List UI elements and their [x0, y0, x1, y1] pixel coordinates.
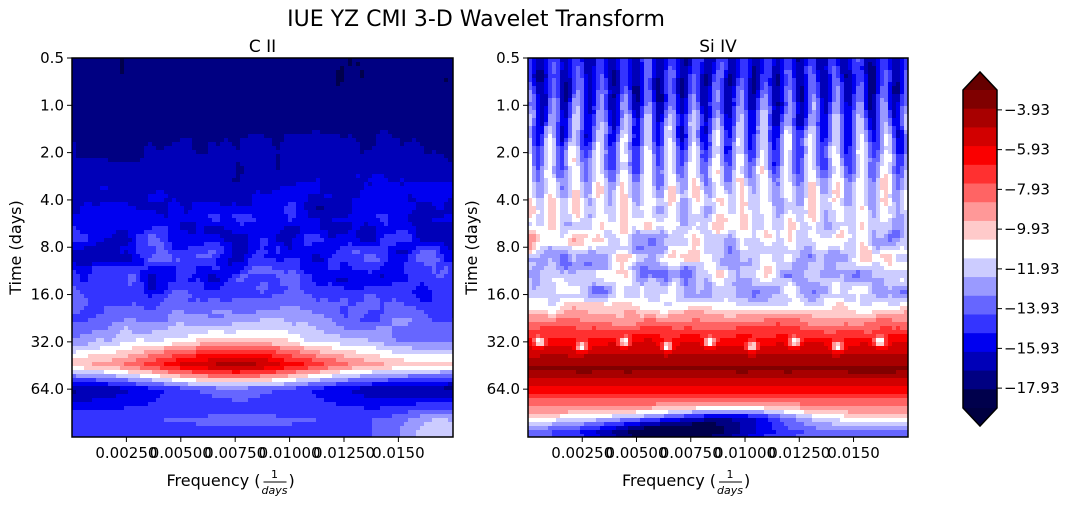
x-axis-label-denominator: days — [262, 484, 288, 497]
colorbar-segment — [963, 389, 997, 408]
colorbar-segment — [963, 109, 997, 128]
y-tick-label: 64.0 — [31, 380, 64, 398]
x-tick-label: 0.01000 — [259, 444, 321, 462]
y-tick-label: 4.0 — [496, 191, 520, 209]
y-tick-label: 16.0 — [487, 286, 520, 304]
x-tick-label: 0.00750 — [660, 444, 722, 462]
y-tick-label: 8.0 — [40, 238, 64, 256]
x-axis-label-numerator: 1 — [271, 468, 278, 481]
x-tick-label: 0.0150 — [827, 444, 880, 462]
y-tick-label: 0.5 — [496, 49, 520, 67]
x-tick-label: 0.00500 — [605, 444, 667, 462]
x-axis-label-close: ) — [744, 471, 750, 490]
y-tick-label: 1.0 — [40, 96, 64, 114]
heatmap-cells — [528, 58, 908, 437]
colorbar-tick-label: −11.93 — [1004, 260, 1060, 278]
y-axis-label: Time (days) — [6, 200, 25, 296]
colorbar-tick-label: −7.93 — [1004, 180, 1050, 198]
colorbar-segment — [963, 184, 997, 203]
y-tick-label: 64.0 — [487, 380, 520, 398]
x-tick-label: 0.01250 — [313, 444, 375, 462]
figure-title: IUE YZ CMI 3-D Wavelet Transform — [287, 7, 665, 32]
panel-si-iv: Si IV0.51.02.04.08.016.032.064.00.002500… — [462, 37, 908, 497]
x-tick-label: 0.00250 — [551, 444, 613, 462]
colorbar-segment — [963, 277, 997, 296]
x-tick-label: 0.0150 — [372, 444, 425, 462]
colorbar-segment — [963, 352, 997, 371]
colorbar-tick-label: −13.93 — [1004, 300, 1060, 318]
colorbar-segment — [963, 165, 997, 184]
colorbar-tick-label: −9.93 — [1004, 220, 1050, 238]
colorbar-extend-min — [963, 408, 997, 426]
colorbar-segment — [963, 146, 997, 165]
colorbar-segment — [963, 240, 997, 259]
x-tick-label: 0.00750 — [204, 444, 266, 462]
colorbar-tick-label: −5.93 — [1004, 141, 1050, 159]
y-tick-label: 0.5 — [40, 49, 64, 67]
x-tick-label: 0.01000 — [714, 444, 776, 462]
y-tick-label: 32.0 — [487, 333, 520, 351]
y-tick-label: 8.0 — [496, 238, 520, 256]
colorbar-segment — [963, 333, 997, 352]
heatmap-cells — [72, 58, 453, 437]
x-tick-label: 0.00500 — [150, 444, 212, 462]
y-axis-label: Time (days) — [462, 200, 481, 296]
y-tick-label: 2.0 — [40, 144, 64, 162]
x-axis-label: Frequency ( — [622, 471, 716, 490]
y-tick-label: 16.0 — [31, 286, 64, 304]
x-tick-label: 0.00250 — [95, 444, 157, 462]
y-tick-label: 32.0 — [31, 333, 64, 351]
x-axis-label-close: ) — [289, 471, 295, 490]
colorbar-segment — [963, 202, 997, 221]
colorbar-tick-label: −15.93 — [1004, 339, 1060, 357]
colorbar-segment — [963, 314, 997, 333]
colorbar-segment — [963, 371, 997, 390]
colorbar-segment — [963, 258, 997, 277]
colorbar-extend-max — [963, 72, 997, 90]
colorbar-segment — [963, 296, 997, 315]
panel-c-ii: C II0.51.02.04.08.016.032.064.00.002500.… — [6, 37, 453, 497]
x-tick-label: 0.01250 — [768, 444, 830, 462]
y-tick-label: 1.0 — [496, 96, 520, 114]
x-axis-label-numerator: 1 — [727, 468, 734, 481]
colorbar-tick-label: −3.93 — [1004, 101, 1050, 119]
panel-title: Si IV — [699, 37, 737, 57]
colorbar-segment — [963, 90, 997, 109]
colorbar-segment — [963, 127, 997, 146]
colorbar-tick-label: −17.93 — [1004, 379, 1060, 397]
y-tick-label: 2.0 — [496, 144, 520, 162]
x-axis-label-denominator: days — [717, 484, 743, 497]
y-tick-label: 4.0 — [40, 191, 64, 209]
colorbar: −3.93 −5.93 −7.93 −9.93 −11.93 −13.93 −15.93 −1… — [963, 72, 1060, 426]
x-axis-label: Frequency ( — [167, 471, 261, 490]
colorbar-segment — [963, 221, 997, 240]
panel-title: C II — [249, 37, 276, 57]
